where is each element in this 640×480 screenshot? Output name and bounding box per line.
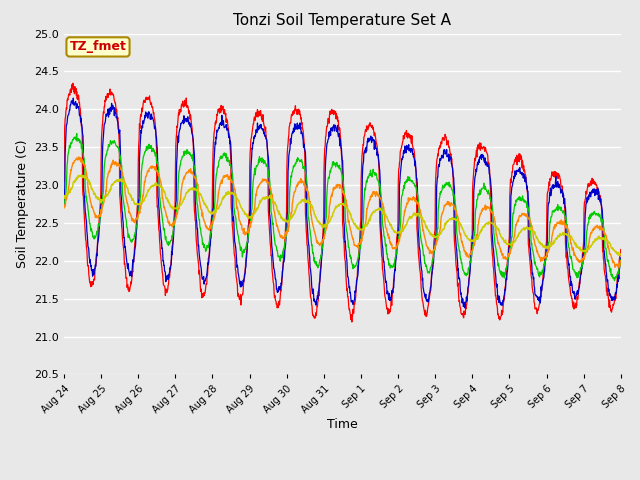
Text: TZ_fmet: TZ_fmet [70, 40, 127, 53]
Title: Tonzi Soil Temperature Set A: Tonzi Soil Temperature Set A [234, 13, 451, 28]
X-axis label: Time: Time [327, 418, 358, 431]
Y-axis label: Soil Temperature (C): Soil Temperature (C) [16, 140, 29, 268]
